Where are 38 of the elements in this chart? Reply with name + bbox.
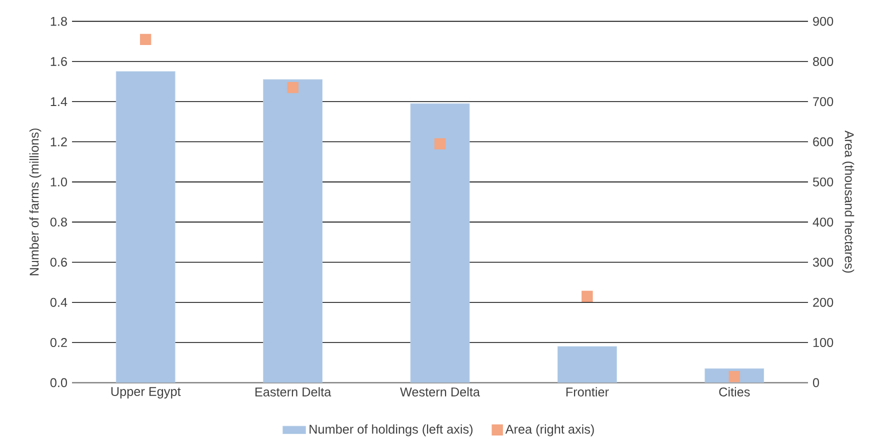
- point: [287, 82, 298, 94]
- legend-label: Number of holdings (left axis): [310, 424, 472, 436]
- y2-tick-label: 0: [812, 378, 820, 388]
- y2-tick-label: 400: [812, 218, 834, 227]
- bar: [116, 71, 176, 383]
- y2-axis-title: Area (thousand hectares): [842, 130, 854, 273]
- x-tick-label: Frontier: [566, 387, 609, 397]
- x-tick-label: Cities: [719, 387, 750, 397]
- point: [728, 371, 740, 382]
- bar: [557, 346, 617, 383]
- y-tick-label: 1.4: [50, 97, 68, 106]
- x-tick-label: Eastern Delta: [255, 387, 332, 397]
- bar: [263, 79, 323, 383]
- y-tick-label: 1.8: [50, 16, 67, 26]
- point: [434, 138, 446, 150]
- y2-tick-label: 700: [813, 97, 834, 106]
- bar: [410, 103, 470, 383]
- y2-tick-label: 300: [812, 258, 834, 267]
- y2-tick-label: 900: [813, 16, 834, 26]
- y2-tick-label: 600: [813, 137, 834, 146]
- y-axis-title: Number of farms (millions): [29, 128, 42, 276]
- y-tick-label: 1.2: [50, 137, 67, 146]
- y2-tick-label: 200: [813, 298, 834, 307]
- point: [140, 34, 152, 46]
- point: [582, 290, 593, 302]
- x-tick-label: Western Delta: [400, 387, 480, 397]
- y-tick-label: 0.8: [50, 218, 67, 227]
- y-tick-label: 0.2: [50, 338, 67, 348]
- y2-tick-label: 800: [813, 57, 834, 66]
- legend-label: Area (right axis): [505, 424, 594, 436]
- y-tick-label: 0.4: [50, 298, 68, 307]
- y-tick-label: 0.0: [50, 378, 68, 388]
- y-tick-label: 1.6: [50, 57, 67, 66]
- y-tick-label: 0.6: [50, 258, 67, 267]
- y2-tick-label: 100: [813, 338, 834, 348]
- x-tick-label: Upper Egypt: [111, 387, 181, 399]
- y-tick-label: 1.0: [50, 178, 68, 187]
- y2-tick-label: 500: [812, 178, 834, 187]
